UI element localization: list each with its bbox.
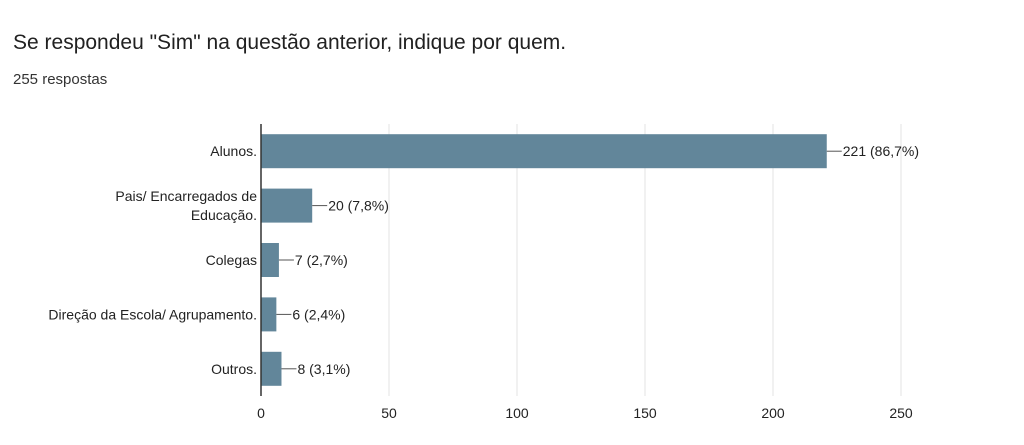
category-label-line: Direção da Escola/ Agrupamento. xyxy=(48,306,257,322)
x-tick-label-150: 150 xyxy=(633,405,657,421)
data-label-3: 6 (2,4%) xyxy=(292,306,345,322)
category-label-line: Educação. xyxy=(191,207,257,223)
category-label-line: Alunos. xyxy=(210,143,257,159)
response-count: 255 respostas xyxy=(13,71,108,88)
x-tick-label-50: 50 xyxy=(381,405,397,421)
category-label-3: Direção da Escola/ Agrupamento. xyxy=(48,306,257,322)
data-label-0: 221 (86,7%) xyxy=(843,143,919,159)
category-label-1: Pais/ Encarregados de Educação. xyxy=(115,188,257,223)
chart-labels: 0 50 100 150 200 250 221 (86,7%) Alunos. 20 (7,8… xyxy=(48,143,919,421)
bar-3 xyxy=(261,297,277,332)
data-label-2: 7 (2,7%) xyxy=(295,252,348,268)
category-label-line: Outros. xyxy=(211,361,257,377)
data-label-1: 20 (7,8%) xyxy=(328,198,389,214)
bar-2 xyxy=(261,243,279,277)
bar-1 xyxy=(261,188,313,223)
x-tick-label-100: 100 xyxy=(505,405,529,421)
chart-bars xyxy=(261,134,842,386)
category-label-2: Colegas xyxy=(206,252,257,268)
category-label-4: Outros. xyxy=(211,361,257,377)
x-tick-label-0: 0 xyxy=(257,405,265,421)
question-title: Se respondeu "Sim" na questão anterior, … xyxy=(13,31,567,54)
category-label-line: Colegas xyxy=(206,252,257,268)
data-label-4: 8 (3,1%) xyxy=(297,361,350,377)
x-tick-label-200: 200 xyxy=(761,405,785,421)
x-tick-label-250: 250 xyxy=(889,405,913,421)
chart-gridlines xyxy=(388,124,902,396)
bar-0 xyxy=(261,134,827,169)
category-label-line: Pais/ Encarregados de xyxy=(115,188,257,204)
bar-4 xyxy=(261,351,282,386)
category-label-0: Alunos. xyxy=(210,143,257,159)
